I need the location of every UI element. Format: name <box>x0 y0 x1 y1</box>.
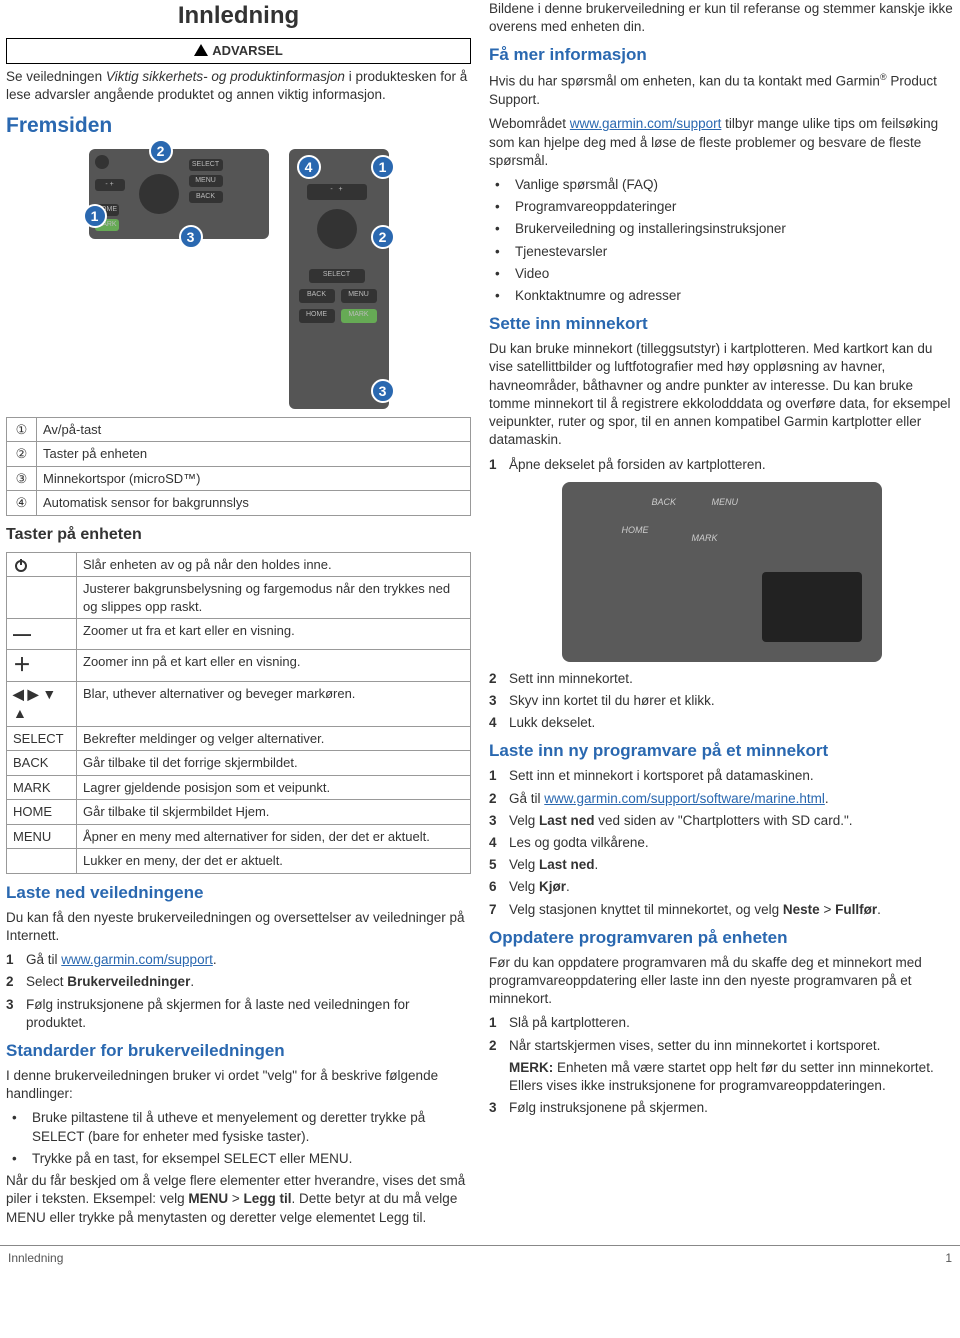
callout-2b: 2 <box>371 225 395 249</box>
device-tall: - + SELECT BACK MENU HOME MARK 1 4 2 3 <box>289 149 389 409</box>
intro-paragraph: Se veiledningen Viktig sikkerhets- og pr… <box>6 68 471 104</box>
standarder-heading: Standarder for brukerveiledningen <box>6 1040 471 1063</box>
support-link[interactable]: www.garmin.com/support <box>570 116 722 131</box>
dpad-icon <box>317 209 357 249</box>
top-note: Bildene i denne brukerveiledning er kun … <box>489 0 954 36</box>
sette-step1: 1Åpne dekselet på forsiden av kartplotte… <box>489 456 954 474</box>
opp-p: Før du kan oppdatere programvaren må du … <box>489 954 954 1009</box>
footer-left: Innledning <box>8 1250 63 1266</box>
footer-right: 1 <box>945 1250 952 1266</box>
device-wide: - + SELECT MENU BACK HOME MARK 1 2 3 <box>89 149 269 239</box>
laste-steps: 1Gå til www.garmin.com/support.2Select B… <box>6 951 471 1032</box>
std-p2: Når du får beskjed om å velge flere elem… <box>6 1172 471 1227</box>
warning-triangle-icon <box>194 44 208 56</box>
laste-p: Du kan få den nyeste brukerveiledningen … <box>6 909 471 945</box>
opp-steps: 1Slå på kartplotteren.2Når startskjermen… <box>489 1014 954 1117</box>
dpad-icon <box>139 174 179 214</box>
warning-label: ADVARSEL <box>212 43 283 58</box>
famer-heading: Få mer informasjon <box>489 44 954 67</box>
right-column: Bildene i denne brukerveiledning er kun … <box>489 0 954 1233</box>
memory-card-image: BACK MENU HOME MARK <box>562 482 882 662</box>
callout-2: 2 <box>149 139 173 163</box>
famer-bullets: Vanlige spørsmål (FAQ)Programvareoppdate… <box>495 176 954 305</box>
power-btn-icon <box>95 155 109 169</box>
std-bullets: Bruke piltastene til å utheve et menyele… <box>12 1109 471 1168</box>
lasteinn-heading: Laste inn ny programvare på et minnekort <box>489 740 954 763</box>
callout-4: 4 <box>297 155 321 179</box>
callout-1: 1 <box>83 204 107 228</box>
callout-1b: 1 <box>371 155 395 179</box>
famer-p1: Hvis du har spørsmål om enheten, kan du … <box>489 71 954 109</box>
oppdatere-heading: Oppdatere programvaren på enheten <box>489 927 954 950</box>
keys-table: Slår enheten av og på når den holdes inn… <box>6 552 471 874</box>
sette-heading: Sette inn minnekort <box>489 313 954 336</box>
sette-p: Du kan bruke minnekort (tilleggsutstyr) … <box>489 340 954 449</box>
taster-heading: Taster på enheten <box>6 524 471 546</box>
reg-mark: ® <box>880 72 887 82</box>
lasteinn-steps: 1Sett inn et minnekort i kortsporet på d… <box>489 767 954 919</box>
callout-3b: 3 <box>371 379 395 403</box>
sette-steps: 2Sett inn minnekortet.3Skyv inn kortet t… <box>489 670 954 733</box>
page-title: Innledning <box>6 0 471 32</box>
std-p1: I denne brukerveiledningen bruker vi ord… <box>6 1067 471 1103</box>
famer-p2: Webområdet www.garmin.com/support tilbyr… <box>489 115 954 170</box>
device-illustration: - + SELECT MENU BACK HOME MARK 1 2 3 - +… <box>6 149 471 409</box>
laste-heading: Laste ned veiledningene <box>6 882 471 905</box>
warning-box: ADVARSEL <box>6 38 471 64</box>
fremsiden-heading: Fremsiden <box>6 112 471 140</box>
callout-table: ①Av/på-tast②Taster på enheten③Minnekorts… <box>6 417 471 516</box>
callout-3: 3 <box>179 225 203 249</box>
left-column: Innledning ADVARSEL Se veiledningen Vikt… <box>6 0 471 1233</box>
card-slot-icon <box>762 572 862 642</box>
page-footer: Innledning 1 <box>0 1245 960 1270</box>
